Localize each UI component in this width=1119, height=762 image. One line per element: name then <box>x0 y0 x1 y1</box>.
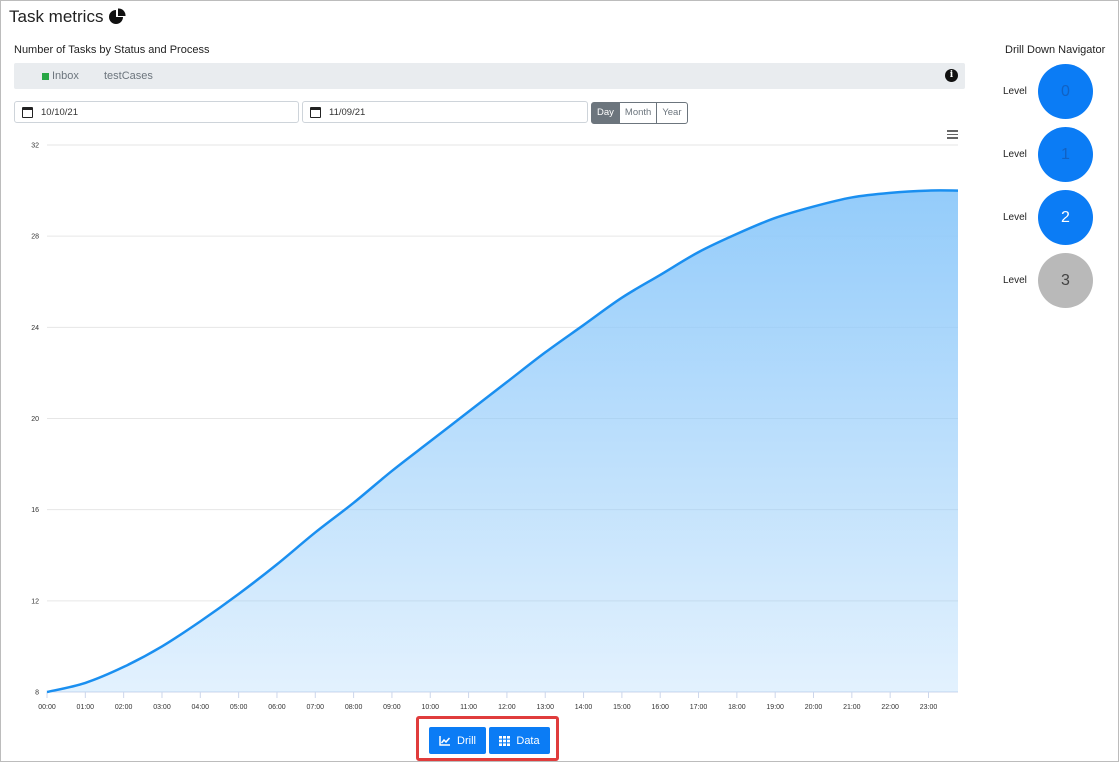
y-tick-label: 28 <box>31 234 39 241</box>
legend-item-testcases[interactable]: testCases <box>104 70 153 82</box>
x-tick-label: 19:00 <box>766 704 784 711</box>
x-tick-label: 15:00 <box>613 704 631 711</box>
chart-legend: Inbox testCases i <box>14 63 965 89</box>
period-year-button[interactable]: Year <box>656 102 688 124</box>
page-title: Task metrics <box>9 7 126 27</box>
x-tick-label: 02:00 <box>115 704 133 711</box>
navigator-title: Drill Down Navigator <box>1005 44 1106 56</box>
start-date-field[interactable]: 10/10/21 <box>14 101 299 123</box>
x-tick-label: 09:00 <box>383 704 401 711</box>
x-tick-label: 14:00 <box>575 704 593 711</box>
x-tick-label: 05:00 <box>230 704 248 711</box>
page-title-text: Task metrics <box>9 7 104 26</box>
navigator-level-1: Level 1 <box>1003 127 1113 183</box>
chart-subtitle: Number of Tasks by Status and Process <box>14 44 210 56</box>
series-area-fill <box>47 190 958 693</box>
table-grid-icon <box>499 735 511 746</box>
x-tick-label: 08:00 <box>345 704 363 711</box>
navigator-level-2: Level 2 <box>1003 190 1113 246</box>
x-tick-label: 11:00 <box>460 704 477 711</box>
y-tick-label: 12 <box>31 598 39 605</box>
data-button[interactable]: Data <box>489 727 550 754</box>
y-tick-label: 8 <box>35 690 39 697</box>
level-0-button[interactable]: 0 <box>1038 64 1093 119</box>
calendar-icon <box>22 106 33 118</box>
x-tick-label: 20:00 <box>805 704 823 711</box>
pie-chart-icon <box>109 8 126 24</box>
legend-label: testCases <box>104 70 153 82</box>
x-tick-label: 17:00 <box>690 704 708 711</box>
navigator-level-3: Level 3 <box>1003 253 1113 309</box>
x-tick-label: 12:00 <box>498 704 516 711</box>
drill-button[interactable]: Drill <box>429 727 486 754</box>
x-tick-label: 00:00 <box>38 704 56 711</box>
x-tick-label: 04:00 <box>192 704 210 711</box>
y-tick-label: 24 <box>31 325 39 332</box>
x-tick-label: 22:00 <box>881 704 899 711</box>
legend-label: Inbox <box>52 70 79 82</box>
chart-action-buttons: Drill Data <box>416 716 559 761</box>
chart-menu-icon[interactable] <box>947 130 958 141</box>
area-chart: 8 12 16 20 24 28 32 00:00 01:00 02:00 03:00 04:00 05… <box>31 143 959 711</box>
period-day-button[interactable]: Day <box>591 102 620 124</box>
x-tick-label: 07:00 <box>307 704 325 711</box>
level-label: Level <box>1003 212 1027 223</box>
period-toggle: Day Month Year <box>591 102 688 124</box>
y-tick-label: 16 <box>31 507 39 514</box>
end-date-field[interactable]: 11/09/21 <box>302 101 588 123</box>
legend-item-inbox[interactable]: Inbox <box>42 70 79 82</box>
x-tick-label: 18:00 <box>728 704 746 711</box>
level-3-button[interactable]: 3 <box>1038 253 1093 308</box>
navigator-level-0: Level 0 <box>1003 64 1113 120</box>
x-tick-label: 01:00 <box>77 704 95 711</box>
x-tick-label: 03:00 <box>153 704 171 711</box>
x-tick-label: 10:00 <box>421 704 439 711</box>
legend-marker-square <box>42 72 49 80</box>
y-tick-label: 32 <box>31 143 39 150</box>
series-line <box>46 189 959 694</box>
x-tick-label: 13:00 <box>536 704 554 711</box>
level-label: Level <box>1003 86 1027 97</box>
x-tick-label: 23:00 <box>920 704 938 711</box>
level-1-button[interactable]: 1 <box>1038 127 1093 182</box>
data-button-label: Data <box>516 734 540 747</box>
x-tick-label: 21:00 <box>843 704 861 711</box>
drill-button-label: Drill <box>457 734 476 747</box>
info-circle-icon[interactable]: i <box>945 69 958 82</box>
x-tick-label: 06:00 <box>268 704 286 711</box>
level-label: Level <box>1003 275 1027 286</box>
x-tick-label: 16:00 <box>651 704 669 711</box>
y-tick-label: 20 <box>31 416 39 423</box>
end-date-value: 11/09/21 <box>329 106 366 118</box>
period-month-button[interactable]: Month <box>618 102 658 124</box>
calendar-icon <box>310 106 321 118</box>
level-label: Level <box>1003 149 1027 160</box>
line-chart-icon <box>439 735 451 746</box>
level-2-button[interactable]: 2 <box>1038 190 1093 245</box>
start-date-value: 10/10/21 <box>41 106 78 118</box>
